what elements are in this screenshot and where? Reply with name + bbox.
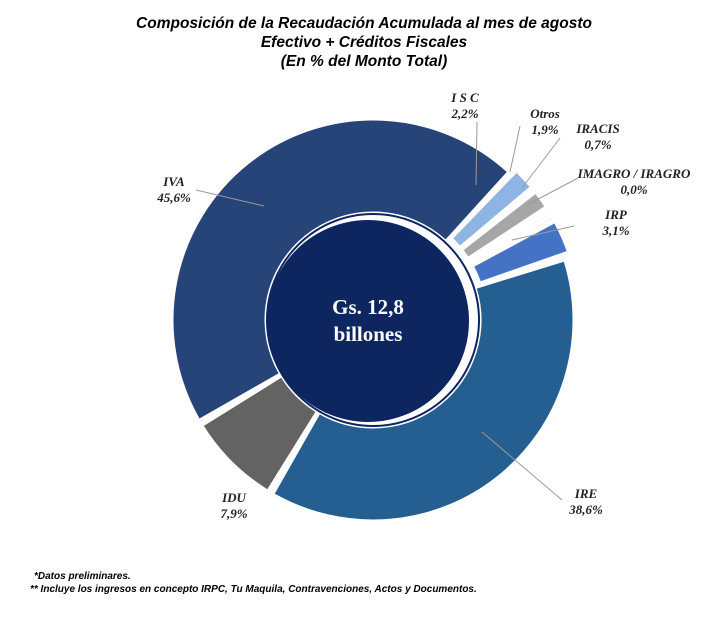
slice-iracis	[469, 212, 551, 263]
slice-imagro-iragro	[471, 217, 554, 265]
slice-name-ire: IRE	[574, 486, 598, 501]
slice-value-i-s-c: 2,2%	[450, 106, 478, 121]
slice-name-otros: Otros	[530, 106, 560, 121]
chart-unit-note: (En % del Monto Total)	[280, 53, 448, 70]
slice-value-otros: 1,9%	[531, 122, 558, 137]
leader-line-i-s-c	[475, 121, 478, 186]
slice-name-imagro-iragro: IMAGRO / IRAGRO	[577, 166, 691, 181]
slice-iva	[172, 119, 509, 420]
chart-title: Composición de la Recaudación Acumulada …	[136, 15, 592, 32]
leader-line-irp	[511, 225, 575, 241]
donut-slices	[172, 119, 574, 521]
slice-value-ire: 38,6%	[568, 502, 603, 517]
center-label-unit: billones	[334, 322, 403, 346]
slice-value-idu: 7,9%	[220, 506, 247, 521]
slice-idu	[202, 376, 317, 491]
slice-ire	[273, 260, 574, 521]
slice-name-irp: IRP	[604, 207, 628, 222]
slice-value-irp: 3,1%	[601, 223, 629, 238]
chart-subtitle: Efectivo + Créditos Fiscales	[260, 34, 468, 51]
footnotes: *Datos preliminares. ** Incluye los ingr…	[30, 570, 477, 596]
center-label-amount: Gs. 12,8	[332, 295, 404, 319]
slice-value-imagro-iragro: 0,0%	[620, 182, 647, 197]
slice-i-s-c	[451, 171, 531, 247]
slice-otros	[462, 192, 546, 258]
footnote-preliminary: *Datos preliminares.	[34, 571, 131, 582]
leader-line-imagro-iragro	[526, 177, 579, 206]
leader-lines	[195, 121, 579, 501]
slice-value-iva: 45,6%	[156, 190, 191, 205]
footnote-includes: ** Incluye los ingresos en concepto IRPC…	[30, 584, 477, 595]
leader-line-iracis	[521, 137, 561, 189]
slice-name-i-s-c: I S C	[450, 90, 479, 105]
slice-name-iracis: IRACIS	[575, 121, 619, 136]
chart-title-block: Composición de la Recaudación Acumulada …	[0, 14, 728, 71]
leader-line-ire	[481, 431, 563, 501]
slice-irp	[472, 222, 568, 283]
leader-line-otros	[509, 125, 521, 173]
slice-value-iracis: 0,7%	[584, 137, 611, 152]
slice-name-iva: IVA	[162, 174, 185, 189]
slice-name-idu: IDU	[221, 490, 246, 505]
leader-line-iva	[195, 189, 265, 207]
center-circle	[267, 220, 469, 422]
